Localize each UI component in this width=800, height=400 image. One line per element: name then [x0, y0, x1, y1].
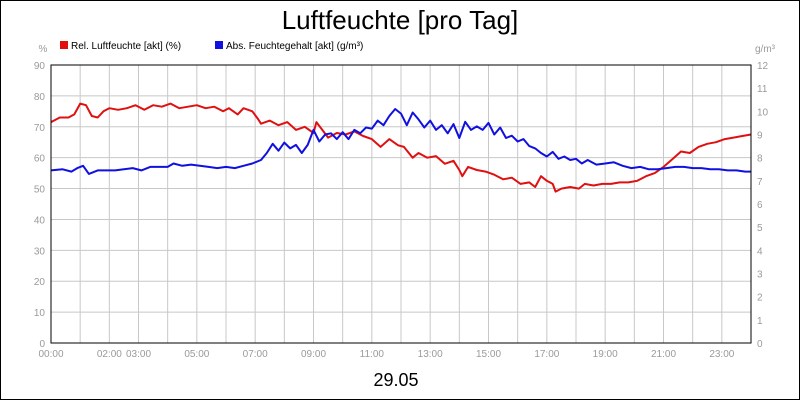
x-tick-label: 19:00 — [593, 349, 618, 360]
right-tick-label: 2 — [757, 293, 763, 304]
x-tick-label: 07:00 — [243, 349, 268, 360]
left-tick-label: 10 — [34, 308, 46, 319]
left-tick-label: 80 — [34, 92, 46, 103]
x-tick-label: 17:00 — [534, 349, 559, 360]
left-tick-label: 30 — [34, 246, 46, 257]
right-tick-label: 8 — [757, 154, 763, 165]
legend-label-rel-humidity: Rel. Luftfeuchte [akt] (%) — [71, 41, 181, 52]
series-line-abs-humidity — [50, 108, 751, 175]
plot-border — [50, 64, 752, 344]
left-axis-ticks: 0 10 20 30 40 50 60 70 80 90 — [34, 61, 46, 350]
left-tick-label: 40 — [34, 215, 46, 226]
x-tick-label: 21:00 — [651, 349, 676, 360]
legend-label-abs-humidity: Abs. Feuchtegehalt [akt] (g/m³) — [226, 41, 363, 52]
legend-swatch-rel-humidity — [60, 41, 68, 49]
left-tick-label: 70 — [34, 123, 46, 134]
right-tick-label: 9 — [757, 131, 763, 142]
legend-swatch-abs-humidity — [215, 41, 223, 49]
left-tick-label: 20 — [34, 277, 46, 288]
x-tick-label: 03:00 — [126, 349, 151, 360]
right-tick-label: 1 — [757, 316, 763, 327]
x-tick-label: 11:00 — [360, 349, 385, 360]
chart-title: Luftfeuchte [pro Tag] — [282, 5, 519, 35]
right-tick-label: 5 — [757, 223, 763, 234]
x-tick-label: 23:00 — [709, 349, 734, 360]
left-tick-label: 0 — [39, 339, 45, 350]
right-tick-label: 3 — [757, 270, 763, 281]
date-label: 29.05 — [373, 370, 418, 390]
right-tick-label: 6 — [757, 200, 763, 211]
x-tick-label: 02:00 — [97, 349, 122, 360]
x-tick-label: 15:00 — [476, 349, 501, 360]
grid — [51, 64, 751, 344]
left-axis-unit: % — [39, 44, 48, 55]
series-lines — [50, 102, 752, 193]
legend: Rel. Luftfeuchte [akt] (%) Abs. Feuchteg… — [60, 41, 363, 52]
x-tick-label: 13:00 — [418, 349, 443, 360]
left-tick-label: 90 — [34, 61, 46, 72]
x-tick-label: 09:00 — [301, 349, 326, 360]
right-tick-label: 7 — [757, 177, 763, 188]
series-line-rel-humidity — [50, 102, 752, 193]
right-tick-label: 12 — [757, 61, 769, 72]
x-tick-label: 05:00 — [184, 349, 209, 360]
left-tick-label: 50 — [34, 185, 46, 196]
left-tick-label: 60 — [34, 154, 46, 165]
right-tick-label: 0 — [757, 339, 763, 350]
right-axis-unit: g/m³ — [755, 44, 776, 55]
right-tick-label: 11 — [757, 84, 768, 95]
x-tick-label: 00:00 — [38, 349, 63, 360]
right-tick-label: 4 — [757, 246, 763, 257]
right-tick-label: 10 — [757, 107, 769, 118]
x-axis-ticks: 00:00 02:00 03:00 05:00 07:00 09:00 11:00 13:00… — [38, 349, 734, 360]
